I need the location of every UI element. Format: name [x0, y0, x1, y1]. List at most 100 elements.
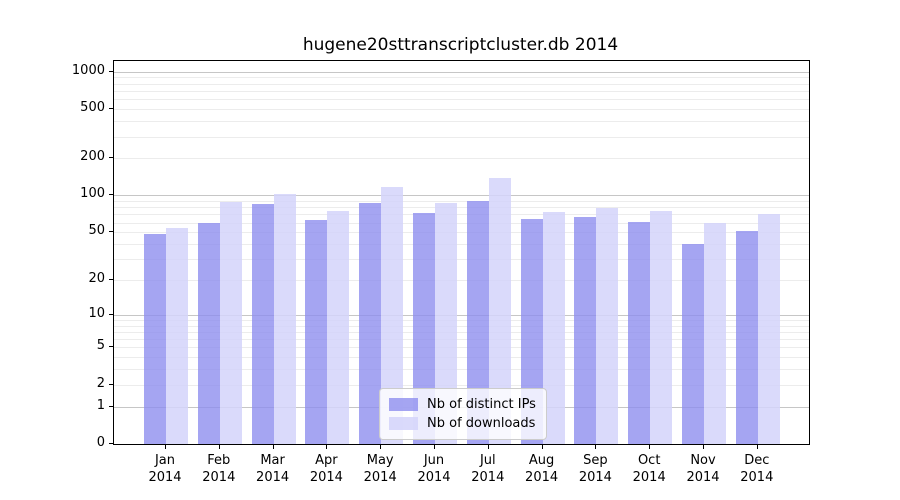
y-tick-label: 10 [88, 305, 105, 321]
y-tick-mark [109, 405, 113, 407]
y-tick-mark [109, 194, 113, 196]
bar-distinct-ips [251, 204, 274, 444]
bar-downloads [327, 210, 350, 444]
x-tick-label: Feb 2014 [202, 453, 236, 485]
x-tick-label: Jun 2014 [417, 453, 451, 485]
bar-downloads [435, 203, 457, 444]
gridline-major [114, 314, 809, 316]
gridline-minor [114, 121, 809, 122]
y-tick-mark [109, 108, 113, 109]
x-tick-mark [703, 444, 704, 449]
y-tick-mark [109, 157, 113, 159]
bar-distinct-ips [305, 219, 328, 444]
bar-distinct-ips [197, 222, 220, 444]
legend-row-distinct-ips: Nb of distinct IPs [389, 395, 536, 414]
x-tick-mark [218, 444, 220, 449]
gridline-minor [114, 136, 809, 138]
y-tick-label: 20 [88, 270, 105, 286]
legend: Nb of distinct IPs Nb of downloads [379, 388, 547, 440]
x-tick-mark [272, 444, 274, 449]
bar-downloads [650, 210, 673, 444]
gridline-minor [114, 214, 809, 216]
x-tick-mark [649, 444, 651, 449]
gridline-minor [114, 339, 809, 341]
gridline-minor [114, 279, 809, 281]
legend-swatch-downloads [389, 417, 418, 430]
gridline-minor [114, 99, 809, 101]
x-tick-label: Sep 2014 [578, 453, 612, 485]
gridline-minor [114, 347, 809, 349]
y-tick-mark [109, 383, 113, 385]
x-tick-label: Mar 2014 [256, 453, 290, 485]
x-tick-label: Nov 2014 [686, 453, 720, 485]
x-tick-label: May 2014 [363, 453, 397, 485]
x-tick-label: Jan 2014 [148, 453, 182, 485]
gridline-minor [114, 325, 809, 327]
bar-distinct-ips [735, 231, 758, 444]
y-tick-mark [109, 231, 113, 233]
gridline-minor [114, 384, 809, 386]
bar-downloads [273, 194, 296, 444]
bar-downloads [219, 202, 242, 444]
y-tick-mark [109, 70, 113, 72]
gridline-major [114, 195, 809, 197]
bar-distinct-ips [574, 217, 597, 444]
x-tick-mark [595, 444, 597, 449]
x-tick-mark [165, 444, 166, 449]
gridline-minor [114, 243, 809, 245]
bar-distinct-ips [466, 200, 489, 444]
x-tick-label: Jul 2014 [471, 453, 505, 485]
y-tick-label: 100 [80, 186, 105, 202]
x-tick-label: Dec 2014 [740, 453, 774, 485]
bar-distinct-ips [359, 203, 382, 444]
y-tick-label: 0 [96, 435, 105, 450]
gridline-minor [114, 90, 809, 92]
y-tick-mark [109, 313, 113, 315]
y-tick-label: 50 [88, 223, 105, 239]
x-tick-mark [756, 444, 758, 449]
bar-downloads [596, 207, 619, 444]
gridline-minor [114, 369, 809, 371]
gridline-minor [114, 158, 809, 160]
y-tick-mark [109, 278, 113, 280]
gridline-major [114, 71, 809, 73]
y-tick-label: 1000 [71, 62, 105, 78]
x-tick-mark [487, 444, 489, 449]
gridline-minor [114, 77, 809, 79]
chart-title: hugene20sttranscriptcluster.db 2014 [302, 35, 619, 55]
y-tick-label: 5 [96, 338, 105, 354]
gridline-minor [114, 83, 809, 85]
bar-downloads [704, 223, 726, 444]
gridline-minor [114, 232, 809, 234]
x-tick-label: Apr 2014 [309, 453, 343, 485]
legend-swatch-distinct-ips [389, 398, 418, 411]
bar-downloads [166, 228, 188, 444]
bar-distinct-ips [413, 212, 435, 444]
legend-label-distinct-ips: Nb of distinct IPs [427, 397, 536, 412]
bar-downloads [488, 178, 511, 444]
y-tick-label: 2 [96, 375, 105, 391]
y-tick-mark [109, 346, 113, 348]
gridline-minor [114, 200, 809, 202]
bar-distinct-ips [682, 243, 704, 444]
y-tick-label: 1 [96, 397, 105, 413]
gridline-minor [114, 331, 809, 333]
x-tick-mark [434, 444, 435, 449]
gridline-minor [114, 357, 809, 359]
x-tick-label: Aug 2014 [525, 453, 559, 485]
y-tick-label: 500 [80, 100, 105, 115]
bar-distinct-ips [520, 219, 543, 444]
bar-distinct-ips [628, 221, 651, 444]
x-tick-mark [541, 444, 543, 449]
bar-distinct-ips [144, 234, 166, 444]
x-tick-label: Oct 2014 [632, 453, 666, 485]
legend-label-downloads: Nb of downloads [427, 416, 536, 431]
y-tick-mark [109, 443, 113, 444]
legend-row-downloads: Nb of downloads [389, 414, 536, 433]
gridline-minor [114, 222, 809, 224]
x-tick-mark [326, 444, 328, 449]
x-tick-mark [380, 444, 382, 449]
gridline-minor [114, 109, 809, 110]
bar-downloads [381, 186, 404, 444]
